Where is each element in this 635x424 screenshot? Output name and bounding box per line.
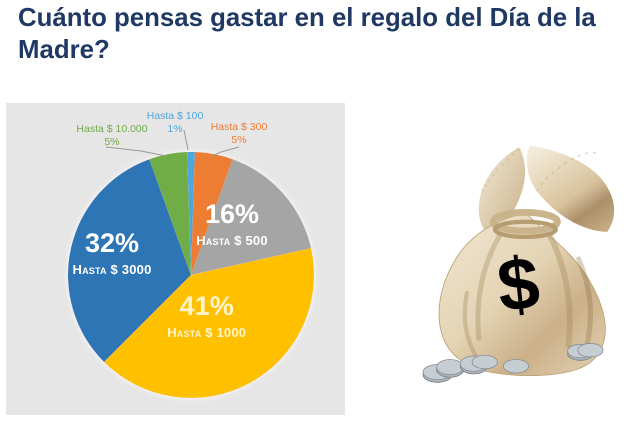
svg-text:$: $: [494, 241, 544, 328]
